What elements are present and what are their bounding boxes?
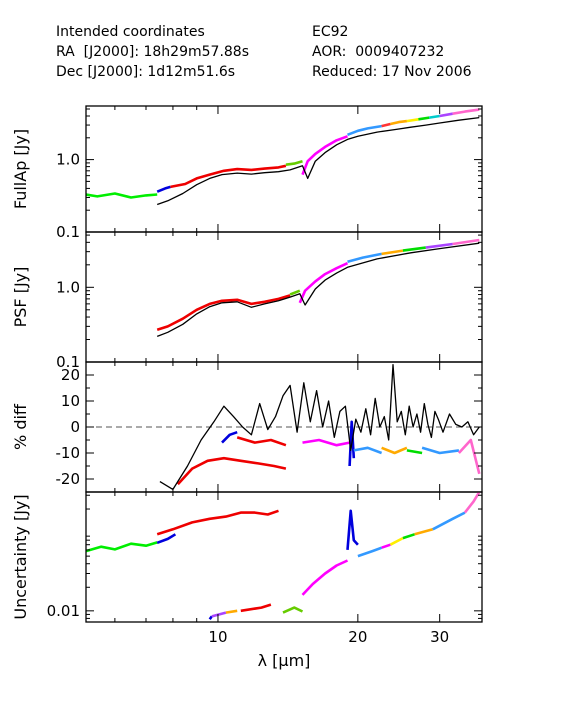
- uncertainty-series-0: [86, 541, 158, 553]
- fullap-series-11: [439, 112, 453, 118]
- uncertainty-series-9: [346, 509, 359, 551]
- fullap-series-0: [86, 192, 158, 199]
- psf-y-axis-label: PSF [Jy]: [11, 267, 30, 328]
- uncertainty-series-13: [402, 533, 416, 540]
- x-tick-label: 10: [208, 628, 227, 646]
- psf-series-5: [402, 246, 426, 252]
- uncertainty-series-16: [463, 492, 481, 514]
- uncertainty-series-1: [156, 533, 177, 545]
- diff-series-8: [421, 446, 460, 455]
- uncertainty-series-11: [381, 543, 391, 549]
- uncertainty-series-7: [282, 606, 304, 614]
- diff-series-3: [302, 438, 350, 447]
- fullap-series-1: [156, 185, 171, 193]
- fullap-series-7: [390, 119, 408, 126]
- fullap-series-4: [301, 135, 348, 176]
- uncertainty-panel-frame: [85, 491, 483, 623]
- uncertainty-series-12: [389, 536, 404, 546]
- fullap-y-tick-label: 1.0: [56, 151, 80, 169]
- diff-y-tick-label: 0: [70, 418, 80, 436]
- psf-series-4: [381, 249, 404, 256]
- diff-y-tick-label: -10: [56, 444, 81, 462]
- fullap-series-2: [170, 164, 287, 189]
- diff-series-1: [221, 430, 238, 444]
- header-right-line-1: EC92: [312, 24, 349, 40]
- uncertainty-series-5: [225, 609, 238, 614]
- psf-series-0: [156, 294, 291, 332]
- psf-series-7: [452, 238, 480, 246]
- uncertainty-series-15: [432, 511, 466, 531]
- fullap-y-axis-label: FullAp [Jy]: [11, 129, 30, 209]
- uncertainty-series-10: [357, 546, 383, 558]
- header-left-line-2: RA [J2000]: 18h29m57.88s: [56, 44, 249, 60]
- diff-y-tick-label: 20: [61, 366, 80, 384]
- diff-series-6: [381, 446, 408, 455]
- header-left-line-1: Intended coordinates: [56, 24, 205, 40]
- fullap-series-12: [452, 108, 480, 115]
- header-right-line-3: Reduced: 17 Nov 2006: [312, 64, 472, 80]
- uncertainty-series-4: [211, 611, 227, 618]
- fullap-series-8: [406, 118, 419, 123]
- psf-series-6: [425, 242, 453, 249]
- diff-y-tick-label: 10: [61, 392, 80, 410]
- diff-series-10: [159, 363, 480, 491]
- diff-y-axis-label: % diff: [11, 403, 30, 450]
- header-left-line-3: Dec [J2000]: 1d12m51.6s: [56, 64, 236, 80]
- fullap-series-10: [429, 114, 440, 119]
- fullap-series-9: [418, 116, 430, 121]
- psf-series-1: [289, 289, 301, 296]
- fullap-series-3: [285, 159, 303, 166]
- uncertainty-series-2: [156, 509, 279, 536]
- diff-series-7: [406, 449, 423, 455]
- psf-y-tick-label: 1.0: [56, 278, 80, 296]
- uncertainty-series-14: [414, 528, 434, 536]
- psf-series-2: [298, 262, 349, 304]
- x-tick-label: 20: [348, 628, 367, 646]
- psf-series-3: [347, 252, 382, 263]
- psf-series-8: [156, 242, 480, 338]
- diff-series-5: [353, 446, 383, 455]
- fullap-series-5: [347, 124, 382, 137]
- fullap-series-6: [381, 122, 391, 128]
- x-tick-label: 30: [430, 628, 449, 646]
- diff-series-9: [457, 438, 481, 475]
- diff-series-4: [348, 420, 356, 467]
- uncertainty-series-3: [208, 615, 213, 621]
- x-axis-label: λ [μm]: [258, 651, 311, 670]
- uncertainty-y-tick-label: 0.01: [47, 602, 80, 620]
- psf-y-tick-label: 0.1: [56, 353, 80, 371]
- uncertainty-series-6: [240, 603, 272, 613]
- fullap-series-13: [156, 116, 480, 206]
- fullap-y-tick-label: 0.1: [56, 223, 80, 241]
- diff-panel-frame: [85, 361, 483, 493]
- header-right-line-2: AOR: 0009407232: [312, 44, 445, 60]
- uncertainty-series-8: [301, 559, 349, 596]
- diff-series-2: [236, 436, 287, 447]
- uncertainty-y-axis-label: Uncertainty [Jy]: [11, 494, 30, 619]
- diff-y-tick-label: -20: [56, 470, 81, 488]
- diff-series-0: [176, 456, 287, 486]
